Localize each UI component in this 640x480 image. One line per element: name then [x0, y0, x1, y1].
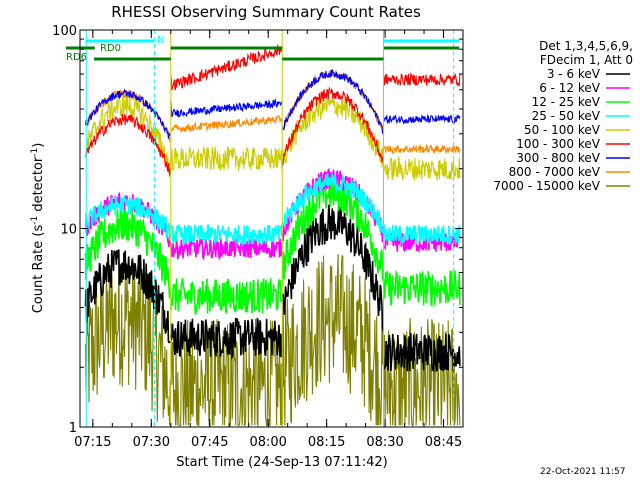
legend-label-7: 800 - 7000 keV — [509, 165, 601, 179]
series-line-12-25kev — [170, 278, 283, 316]
rd6-label: RD6 — [66, 52, 87, 63]
series-line-3-6kev — [383, 332, 461, 373]
series-line-300-800kev — [84, 88, 171, 139]
series-line-3-6kev — [84, 249, 171, 344]
y-axis: 1 10 100 — [52, 24, 463, 436]
series-line-3-6kev — [282, 204, 384, 332]
x-tick-label-5: 08:30 — [366, 435, 403, 450]
plot-area: N RD0 RD6 — [66, 30, 461, 428]
legend-label-2: 12 - 25 keV — [532, 95, 601, 109]
legend-label-6: 300 - 800 keV — [516, 151, 600, 165]
series-line-12-25kev — [383, 269, 461, 308]
x-tick-label-2: 07:45 — [191, 435, 228, 450]
y-axis-label: Count Rate (s-1 detector-1) — [30, 143, 46, 314]
series-line-12-25kev — [84, 207, 171, 299]
n-label: N — [157, 35, 164, 46]
series-line-300-800kev — [170, 98, 283, 118]
y-axis-label-tail: detector — [31, 156, 46, 216]
y-tick-label-1: 10 — [60, 223, 77, 238]
series-line-100-300kev — [170, 44, 283, 91]
series-line-12-25kev — [281, 175, 384, 287]
legend-label-8: 7000 - 15000 keV — [493, 179, 600, 193]
x-tick-label-3: 08:00 — [249, 435, 286, 450]
x-tick-label-4: 08:15 — [308, 435, 345, 450]
legend-label-5: 100 - 300 keV — [516, 137, 600, 151]
y-tick-label-2: 100 — [52, 24, 77, 39]
series-line-50-100kev — [170, 145, 283, 172]
series-line-6-12kev — [383, 230, 461, 254]
series-line-25-50kev — [84, 194, 171, 241]
series-line-25-50kev — [383, 224, 461, 245]
x-tick-label-1: 07:30 — [133, 435, 170, 450]
series-line-300-800kev — [383, 113, 461, 126]
x-axis: 07:15 07:30 07:45 08:00 08:15 08:30 08:45 — [74, 30, 462, 450]
x-tick-label-0: 07:15 — [74, 435, 111, 450]
series-line-800-7000kev — [383, 143, 461, 155]
series-line-3-6kev — [170, 317, 283, 360]
y-axis-label-end: ) — [31, 143, 46, 148]
chart-title: RHESSI Observing Summary Count Rates — [111, 3, 421, 21]
y-axis-label-superscript-2: -1 — [30, 148, 40, 157]
legend-header-1: Det 1,3,4,5,6,9, — [539, 39, 633, 53]
x-tick-label-6: 08:45 — [425, 435, 462, 450]
series-line-300-800kev — [282, 69, 384, 135]
y-axis-label-main: Count Rate (s — [31, 225, 46, 314]
series-line-100-300kev — [84, 113, 171, 176]
series-line-50-100kev — [383, 155, 461, 181]
legend-label-0: 3 - 6 keV — [547, 67, 601, 81]
series-line-800-7000kev — [170, 114, 283, 133]
series-line-25-50kev — [281, 173, 384, 234]
legend-label-4: 50 - 100 keV — [524, 123, 601, 137]
y-axis-label-superscript: -1 — [30, 216, 40, 225]
series-line-25-50kev — [170, 223, 283, 247]
legend-header-2: FDecim 1, Att 0 — [540, 53, 633, 67]
timestamp: 22-Oct-2021 11:57 — [540, 467, 625, 477]
legend-label-1: 6 - 12 keV — [539, 81, 601, 95]
series-line-7000-15000kev — [282, 254, 384, 426]
y-tick-label-0: 1 — [69, 421, 77, 436]
x-axis-label: Start Time (24-Sep-13 07:11:42) — [176, 455, 387, 470]
series-line-50-100kev — [85, 95, 171, 178]
series-line-100-300kev — [383, 71, 461, 87]
series-line-100-300kev — [282, 86, 384, 166]
rd0-label: RD0 — [100, 43, 121, 54]
legend-label-3: 25 - 50 keV — [532, 109, 601, 123]
